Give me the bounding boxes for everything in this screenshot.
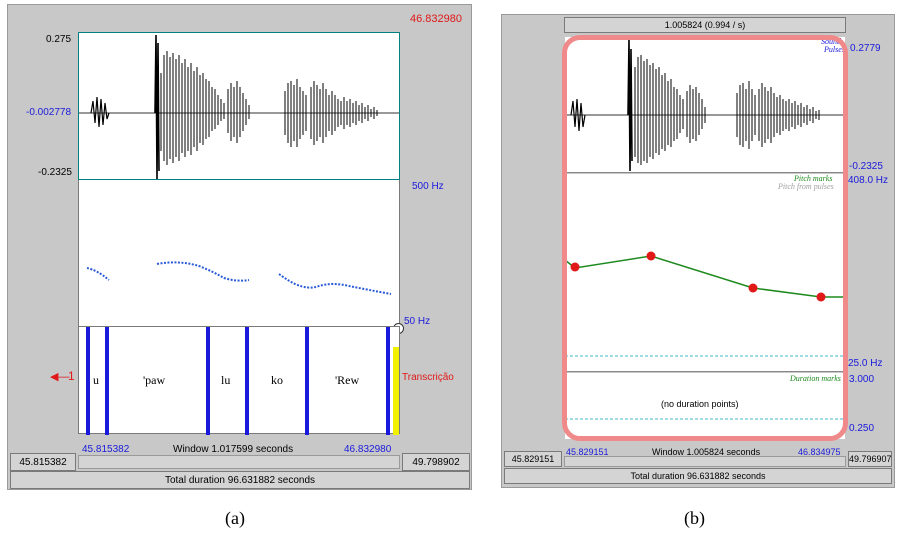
dur-bottom-label: 0.250 <box>849 423 875 434</box>
pitch-top-label: 500 Hz <box>412 181 444 192</box>
selection-start-time-b: 45.829151 <box>566 447 609 457</box>
cursor-time-label: 46.832980 <box>410 13 462 25</box>
duration-baseline <box>565 418 845 420</box>
caption-a: (a) <box>225 508 245 528</box>
waveform-view[interactable] <box>78 32 400 180</box>
pitch-mark-point-1 <box>570 262 580 272</box>
amp-mid-label: -0.002778 <box>26 107 72 118</box>
duration-marks-label: Duration marks <box>790 374 841 383</box>
tier-pointer-icon[interactable]: ◀— <box>50 371 70 383</box>
pitch-mark-point-2 <box>646 251 656 261</box>
selection-end-time: 46.832980 <box>344 444 392 455</box>
pitch-segment-3 <box>278 273 392 295</box>
waveform-segment-3 <box>284 79 378 147</box>
window-duration-label[interactable]: Window 1.017599 seconds <box>173 444 294 455</box>
duration-marks-view[interactable]: (no duration points) <box>565 373 845 439</box>
boundary-1[interactable] <box>86 327 90 435</box>
waveform-segment-2 <box>160 51 250 165</box>
tier-end-marker <box>393 347 399 435</box>
pitch-bottom-label: 50 Hz <box>404 316 431 327</box>
tier-number: 1 <box>68 369 75 383</box>
pitch-segment-2 <box>156 261 250 282</box>
boundary-6[interactable] <box>386 327 390 435</box>
caption-b: (b) <box>684 508 705 528</box>
total-duration-bar[interactable]: Total duration 96.631882 seconds <box>10 471 470 489</box>
dur-top-label: 3.000 <box>849 374 875 385</box>
visible-part-bar[interactable] <box>78 455 400 469</box>
visible-part-bar-b[interactable] <box>564 456 846 467</box>
boundary-2[interactable] <box>105 327 109 435</box>
interval-ko[interactable]: ko <box>271 373 283 387</box>
amp-max-label: 0.275 <box>46 34 72 45</box>
pitch-pulses-label: Pitch from pulses <box>778 182 834 191</box>
amp-max-label-b: 0.2779 <box>850 43 881 54</box>
selection-start-time: 45.815382 <box>82 444 130 455</box>
pitch-marks-graphic <box>565 251 845 357</box>
panel-b-window: 1.005824 (0.994 / s) <box>501 14 895 488</box>
waveform-b-segment-1 <box>570 98 586 132</box>
interval-u[interactable]: u <box>93 373 99 387</box>
interval-paw[interactable]: 'paw <box>143 373 166 387</box>
sound-label: Sound <box>821 37 841 46</box>
boundary-3[interactable] <box>206 327 210 435</box>
tier-name-label: Transcrição <box>402 372 454 383</box>
amp-min-label: -0.2325 <box>38 167 72 178</box>
pitch-marks-label: Pitch marks <box>794 174 833 183</box>
amp-min-label-b: -0.2325 <box>849 161 883 172</box>
window-duration-label-b[interactable]: Window 1.005824 seconds <box>652 447 761 457</box>
no-duration-points: (no duration points) <box>661 399 739 409</box>
waveform-b-segment-3 <box>736 81 820 149</box>
left-time-box[interactable]: 45.815382 <box>10 453 76 471</box>
waveform-segment-1 <box>90 96 110 128</box>
right-time-box-b[interactable]: 49.796907 <box>848 451 892 467</box>
total-duration-bar-b[interactable]: Total duration 96.631882 seconds <box>504 468 892 484</box>
interval-rew[interactable]: 'Rew <box>335 373 360 387</box>
pitch-marks-view[interactable] <box>565 174 845 372</box>
waveform-burst <box>154 34 160 179</box>
selection-end-time-b: 46.834975 <box>798 447 841 457</box>
pitch-top-label-b: 408.0 Hz <box>848 175 889 186</box>
waveform-graphic <box>79 34 399 179</box>
pitch-bottom-label-b: 25.0 Hz <box>848 358 883 369</box>
right-time-box[interactable]: 49.798902 <box>402 453 470 471</box>
textgrid-tier[interactable]: u 'paw lu ko 'Rew <box>78 326 400 435</box>
pitch-view[interactable] <box>78 180 400 326</box>
pitch-segment-1 <box>86 267 110 281</box>
boundary-5[interactable] <box>305 327 309 435</box>
top-duration-bar[interactable]: 1.005824 (0.994 / s) <box>564 17 846 33</box>
pitch-mark-point-4 <box>816 292 826 302</box>
pitch-contour <box>86 261 392 295</box>
pulses-label: Pulses <box>824 45 845 54</box>
boundary-4[interactable] <box>245 327 249 435</box>
panel-a-window: 46.832980 0.275 -0.002778 -0.2325 <box>7 4 472 490</box>
waveform-b-segment-2 <box>634 55 706 165</box>
pitch-mark-point-3 <box>748 283 758 293</box>
waveform-b-burst <box>627 38 633 172</box>
interval-lu[interactable]: lu <box>221 373 231 387</box>
waveform-graphic-b <box>565 38 845 172</box>
left-time-box-b[interactable]: 45.829151 <box>504 451 562 467</box>
pitch-marks-line <box>565 255 845 298</box>
waveform-view-b[interactable] <box>565 37 845 173</box>
